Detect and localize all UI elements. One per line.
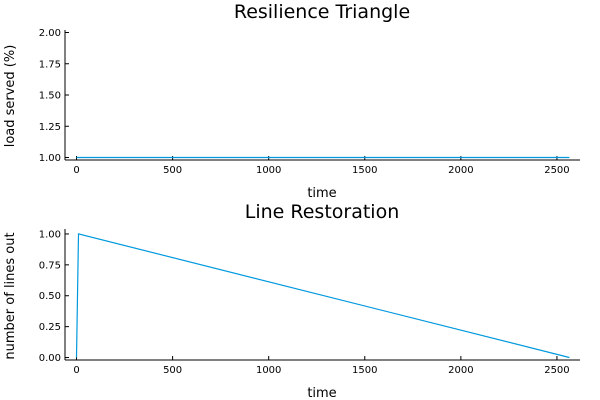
x-axis-label: time bbox=[307, 386, 336, 400]
x-tick-label: 1000 bbox=[256, 365, 281, 376]
y-axis-label: number of lines out bbox=[3, 232, 18, 359]
x-tick-label: 2500 bbox=[544, 165, 569, 176]
y-tick-label: 2.00 bbox=[39, 28, 61, 39]
x-tick-label: 2000 bbox=[448, 165, 473, 176]
x-tick-label: 2000 bbox=[448, 365, 473, 376]
resilience-triangle-chart: Resilience Triangle 0 500 1000 1500 2000 2500… bbox=[3, 1, 580, 201]
x-tick-label: 500 bbox=[163, 165, 182, 176]
x-tick-label: 1500 bbox=[352, 165, 377, 176]
x-tick-label: 2500 bbox=[544, 365, 569, 376]
chart-title: Resilience Triangle bbox=[234, 1, 410, 23]
x-tick-label: 1000 bbox=[256, 165, 281, 176]
y-tick-label: 0.50 bbox=[39, 291, 61, 302]
x-tick-label: 1500 bbox=[352, 365, 377, 376]
plot-area: 0 500 1000 1500 2000 2500 0.00 0.25 0.50 0.75 1.00 bbox=[39, 229, 580, 376]
y-tick-label: 1.50 bbox=[39, 91, 61, 102]
plot-area: 0 500 1000 1500 2000 2500 1.00 1.25 1.50 1.75 2.00 bbox=[39, 28, 580, 176]
y-tick-label: 0.25 bbox=[39, 322, 61, 333]
series-line bbox=[75, 233, 570, 359]
y-tick-label: 1.00 bbox=[39, 229, 61, 240]
y-tick-label: 0.75 bbox=[39, 260, 61, 271]
y-tick-label: 1.25 bbox=[39, 122, 61, 133]
x-tick-label: 500 bbox=[163, 365, 182, 376]
x-tick-label: 0 bbox=[73, 365, 79, 376]
y-tick-label: 1.75 bbox=[39, 59, 61, 70]
x-tick-label: 0 bbox=[73, 165, 79, 176]
y-axis-label: load served (%) bbox=[3, 45, 18, 148]
chart-title: Line Restoration bbox=[245, 201, 400, 223]
y-tick-label: 0.00 bbox=[39, 353, 61, 364]
y-tick-label: 1.00 bbox=[39, 153, 61, 164]
line-restoration-chart: Line Restoration 0 500 1000 1500 2000 2500 0.0… bbox=[3, 201, 580, 400]
x-axis-label: time bbox=[307, 186, 336, 201]
